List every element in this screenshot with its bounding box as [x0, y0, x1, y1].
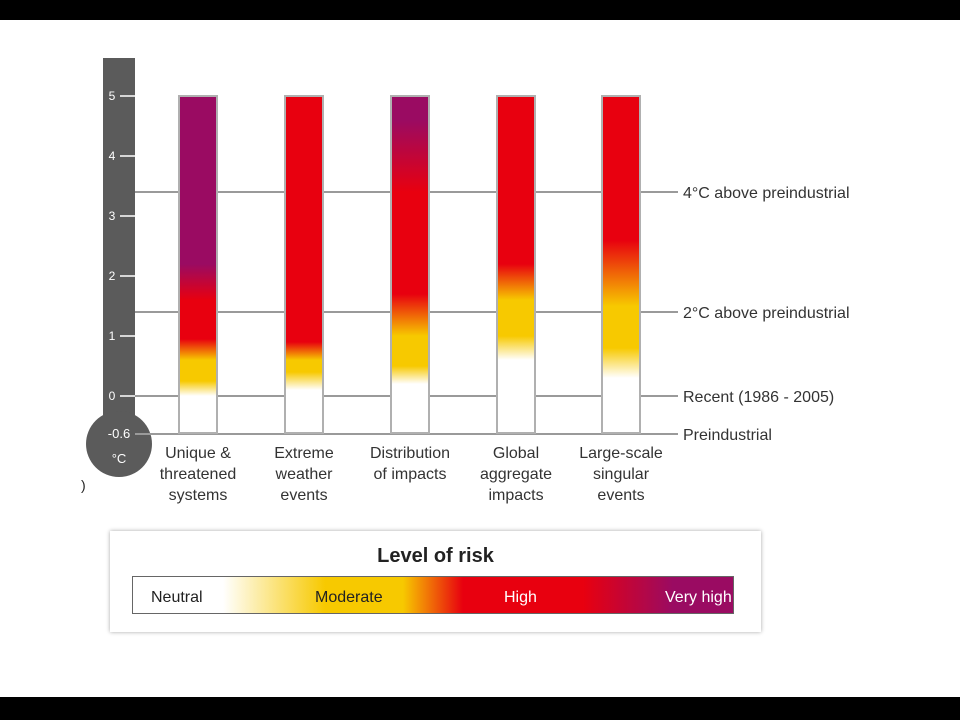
category-labels: Unique & threatened systems Extreme weather e… — [160, 445, 663, 504]
thermometer-stem — [103, 58, 135, 430]
bottom-letterbox-bar — [0, 697, 960, 720]
y-tick-label-5: 5 — [109, 89, 116, 103]
thermometer-axis: 0 1 2 3 4 5 -0.6 °C — [86, 58, 152, 477]
legend-label-very-high: Very high — [665, 589, 732, 606]
reference-label-2: Recent (1986 - 2005) — [683, 389, 834, 406]
category-label-2-1: of impacts — [374, 466, 447, 483]
category-label-3-1: aggregate — [480, 466, 552, 483]
category-label-1-0: Extreme — [274, 445, 334, 462]
risk-bars — [178, 95, 641, 434]
reference-label-0: 4°C above preindustrial — [683, 185, 850, 202]
category-label-4-0: Large-scale — [579, 445, 663, 462]
legend-title: Level of risk — [377, 545, 494, 567]
category-label-3-2: impacts — [488, 487, 543, 504]
y-tick-label-4: 4 — [109, 149, 116, 163]
category-label-0-1: threatened — [160, 466, 237, 483]
category-label-3-0: Global — [493, 445, 539, 462]
reference-lines: 4°C above preindustrial 2°C above preindu… — [135, 185, 850, 444]
category-label-4-2: events — [597, 487, 644, 504]
legend-label-moderate: Moderate — [315, 589, 383, 606]
bar-1 — [286, 97, 322, 432]
risk-legend: Level of risk Neutral Moderate High Very… — [110, 531, 761, 632]
category-label-1-1: weather — [275, 466, 334, 483]
legend-label-high: High — [504, 589, 537, 606]
bar-3 — [498, 97, 534, 432]
bar-2 — [392, 97, 428, 432]
category-label-4-1: singular — [593, 466, 650, 483]
legend-label-neutral: Neutral — [151, 589, 203, 606]
bar-0 — [180, 97, 216, 432]
top-letterbox-bar — [0, 0, 960, 20]
y-tick-label-1: 1 — [109, 329, 116, 343]
stray-mark: ) — [81, 477, 86, 493]
category-label-0-0: Unique & — [165, 445, 231, 462]
reference-label-3: Preindustrial — [683, 427, 772, 444]
category-label-1-2: events — [280, 487, 327, 504]
category-label-0-2: systems — [169, 487, 228, 504]
y-tick-label-0: 0 — [109, 389, 116, 403]
bar-4 — [603, 97, 639, 432]
legend-gradient-scale: Neutral Moderate High Very high — [132, 576, 734, 614]
y-tick-label-3: 3 — [109, 209, 116, 223]
y-bottom-label: -0.6 — [108, 426, 130, 441]
reference-label-1: 2°C above preindustrial — [683, 305, 850, 322]
y-unit-label: °C — [112, 451, 127, 466]
thermometer-bulb — [86, 411, 152, 477]
y-tick-label-2: 2 — [109, 269, 116, 283]
category-label-2-0: Distribution — [370, 445, 450, 462]
